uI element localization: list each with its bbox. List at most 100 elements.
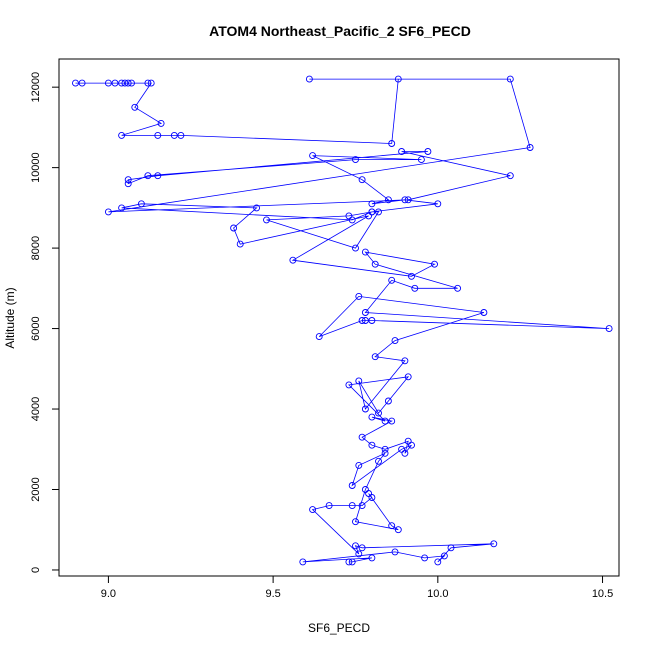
- data-point: [289, 256, 297, 264]
- data-point: [352, 542, 359, 550]
- data-point: [358, 544, 366, 552]
- data-point: [305, 75, 313, 83]
- data-point: [358, 433, 366, 441]
- y-axis: 0 2000 4000 6000 8000 10000 12000: [30, 72, 59, 573]
- data-point: [358, 176, 366, 184]
- data-point: [104, 208, 112, 216]
- data-point: [384, 397, 392, 405]
- chart-title: ATOM4 Northeast_Pacific_2 SF6_PECD: [209, 23, 471, 39]
- data-point: [368, 441, 376, 449]
- data-point: [358, 502, 366, 510]
- data-point: [345, 558, 353, 566]
- y-tick-label: 4000: [30, 397, 42, 421]
- data-point: [401, 449, 409, 457]
- data-point: [144, 79, 152, 87]
- data-point: [263, 216, 270, 224]
- data-point: [104, 79, 112, 87]
- data-point: [124, 180, 132, 188]
- data-point: [121, 79, 129, 87]
- y-axis-label: Altitude (m): [3, 287, 17, 348]
- data-point: [345, 212, 353, 220]
- data-point: [375, 409, 382, 417]
- data-point: [424, 148, 432, 155]
- data-point: [490, 540, 498, 548]
- data-point: [348, 502, 356, 510]
- data-point: [361, 248, 369, 256]
- data-point: [157, 119, 165, 127]
- data-point: [431, 260, 438, 268]
- data-point: [154, 172, 162, 180]
- data-point: [388, 276, 396, 284]
- data-point: [361, 405, 369, 413]
- data-point: [361, 309, 369, 316]
- data-point: [177, 131, 185, 139]
- data-point: [371, 353, 379, 361]
- x-tick-label: 10.5: [592, 588, 613, 600]
- data-point: [440, 552, 448, 560]
- data-point: [388, 417, 396, 425]
- data-point: [388, 522, 396, 530]
- data-point: [230, 224, 238, 232]
- data-point: [361, 317, 369, 324]
- data-point: [361, 486, 369, 493]
- data-point: [358, 317, 366, 324]
- data-point: [368, 200, 376, 208]
- data-point: [394, 526, 402, 534]
- data-point: [236, 240, 244, 248]
- data-point: [253, 204, 261, 212]
- y-tick-label: 2000: [30, 477, 42, 501]
- data-point: [398, 148, 406, 155]
- data-point: [147, 79, 155, 87]
- data-point: [506, 75, 514, 83]
- data-point: [381, 449, 389, 457]
- data-point: [315, 333, 323, 341]
- data-point: [480, 309, 488, 316]
- data-point: [368, 413, 376, 421]
- x-tick-label: 10.0: [427, 588, 448, 600]
- y-tick-label: 6000: [30, 316, 42, 340]
- data-point: [454, 284, 462, 292]
- data-point: [309, 506, 317, 514]
- data-point: [352, 156, 359, 164]
- data-point: [605, 325, 613, 333]
- data-point: [128, 79, 135, 87]
- data-point: [381, 417, 389, 425]
- data-point: [375, 208, 382, 216]
- data-point: [506, 172, 514, 180]
- data-point: [388, 140, 396, 147]
- data-point: [170, 131, 178, 139]
- data-point: [325, 502, 333, 510]
- data-point: [391, 548, 399, 556]
- data-point: [355, 550, 363, 558]
- data-point: [118, 204, 126, 212]
- data-point: [348, 482, 356, 489]
- series-layer: [72, 75, 613, 566]
- data-point: [381, 445, 389, 453]
- data-point: [352, 518, 359, 526]
- data-point: [417, 156, 425, 164]
- data-point: [368, 317, 376, 324]
- data-point: [408, 272, 415, 280]
- data-point: [371, 260, 379, 268]
- data-point: [434, 558, 442, 566]
- data-point: [345, 381, 353, 389]
- data-point: [404, 373, 412, 381]
- data-point: [118, 131, 126, 139]
- y-tick-label: 12000: [30, 72, 42, 103]
- x-tick-label: 9.5: [265, 588, 280, 600]
- x-axis: 9.0 9.5 10.0 10.5: [101, 576, 613, 600]
- data-point: [526, 144, 534, 151]
- data-point: [124, 79, 132, 87]
- data-point: [309, 152, 317, 160]
- data-point: [391, 337, 399, 345]
- y-tick-label: 8000: [30, 236, 42, 260]
- data-point: [421, 554, 429, 562]
- data-point: [404, 437, 412, 445]
- data-point: [411, 284, 419, 292]
- data-point: [78, 79, 86, 87]
- data-point: [348, 558, 356, 566]
- data-point: [72, 79, 79, 87]
- data-point: [355, 377, 363, 385]
- data-point: [434, 200, 442, 208]
